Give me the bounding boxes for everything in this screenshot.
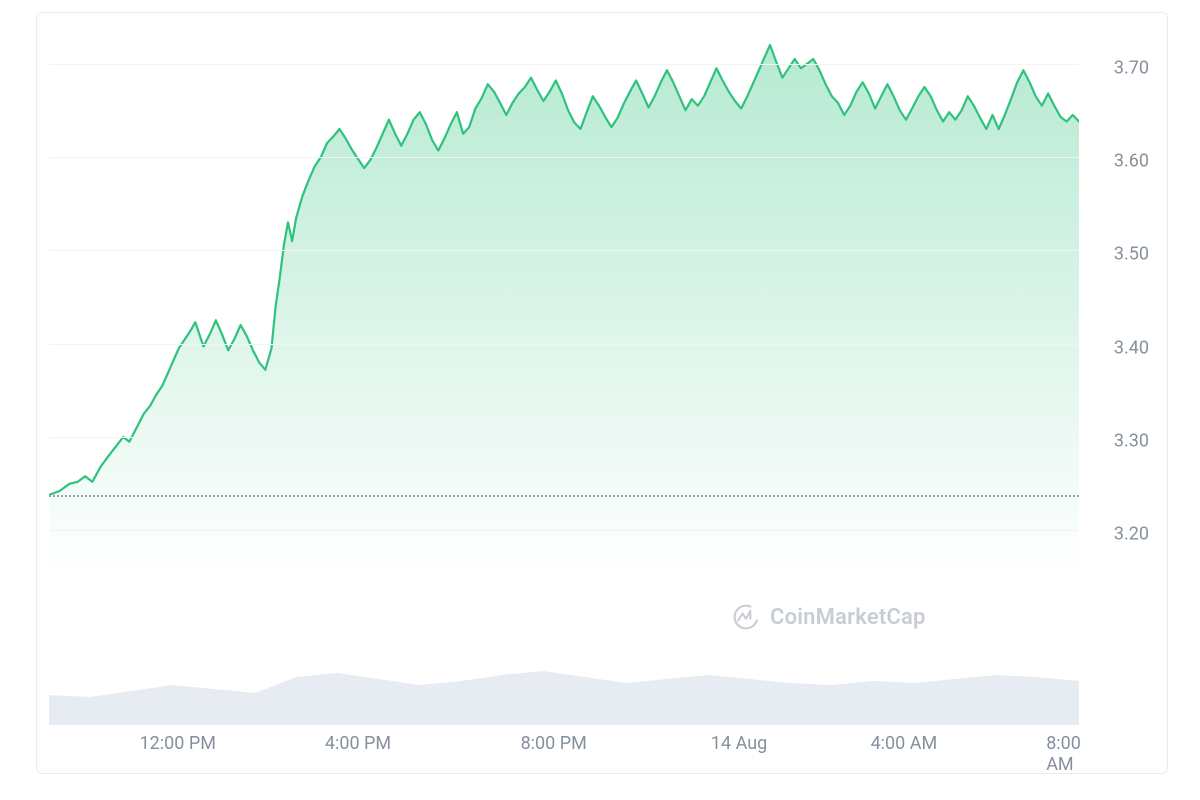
gridline <box>49 530 1079 531</box>
gridline <box>49 437 1079 438</box>
gridline <box>49 64 1079 65</box>
x-tick-label: 12:00 PM <box>140 733 216 754</box>
x-tick-label: 8:00 PM <box>521 733 587 754</box>
gridline <box>49 157 1079 158</box>
x-axis: 12:00 PM4:00 PM8:00 PM14 Aug4:00 AM8:00 … <box>49 733 1079 763</box>
y-tick-label: 3.20 <box>1114 524 1149 545</box>
price-chart[interactable] <box>49 17 1079 577</box>
coinmarketcap-logo-icon <box>732 603 760 631</box>
y-tick-label: 3.40 <box>1114 337 1149 358</box>
y-tick-label: 3.70 <box>1114 57 1149 78</box>
gridline <box>49 344 1079 345</box>
x-tick-label: 8:00 AM <box>1046 733 1081 774</box>
coinmarketcap-watermark: CoinMarketCap <box>732 603 926 631</box>
x-tick-label: 4:00 PM <box>325 733 391 754</box>
gridline <box>49 250 1079 251</box>
x-tick-label: 14 Aug <box>711 733 767 754</box>
y-tick-label: 3.60 <box>1114 151 1149 172</box>
watermark-text: CoinMarketCap <box>770 605 926 630</box>
volume-chart <box>49 625 1079 725</box>
chart-frame: 3.20 3.30 3.40 3.50 3.60 3.70 CoinMarketCap 1… <box>36 12 1168 774</box>
y-axis: 3.20 3.30 3.40 3.50 3.60 3.70 <box>1087 17 1167 577</box>
y-tick-label: 3.50 <box>1114 244 1149 265</box>
x-tick-label: 4:00 AM <box>871 733 938 754</box>
open-price-dotted-line <box>49 495 1079 497</box>
y-tick-label: 3.30 <box>1114 431 1149 452</box>
